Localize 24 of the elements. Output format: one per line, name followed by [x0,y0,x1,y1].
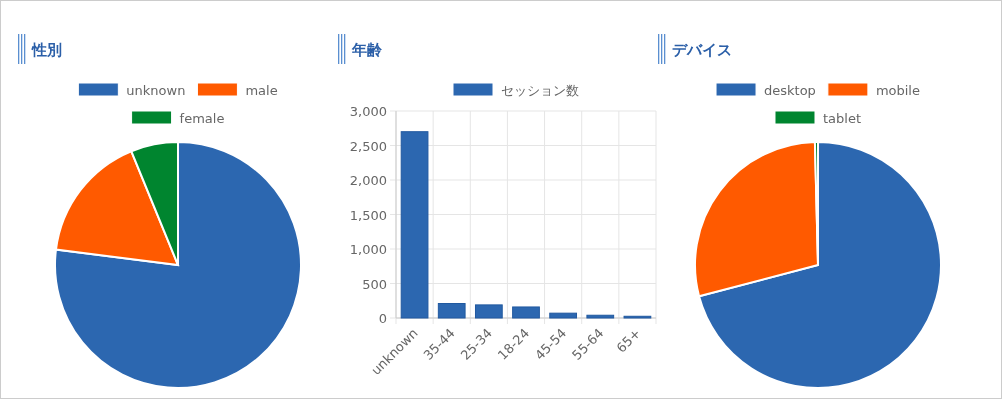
y-tick-label: 1,000 [349,242,387,257]
bar [586,314,615,319]
legend-label: female [179,111,225,126]
y-tick-label: 2,500 [349,138,387,154]
y-tick-label: 500 [362,276,387,292]
bar [400,131,429,319]
bar [474,304,503,319]
legend-label: desktop [764,83,816,98]
chart-title: デバイス [672,41,732,59]
y-tick-label: 1,500 [349,207,387,223]
legend-label: mobile [875,83,920,98]
x-tick-label: 65+ [613,325,644,356]
legend-label: unknown [126,83,186,98]
bar [437,303,466,319]
y-tick-label: 0 [378,311,387,326]
y-tick-label: 2,000 [349,173,387,188]
legend-label: セッション数 [501,83,579,98]
chart-title: 年齢 [351,41,383,59]
bar [549,312,578,319]
y-tick-label: 3,000 [349,104,387,119]
chart-title: 性別 [31,41,62,59]
legend-label: male [245,83,278,98]
legend-label: tablet [822,111,862,126]
bar [512,306,540,319]
